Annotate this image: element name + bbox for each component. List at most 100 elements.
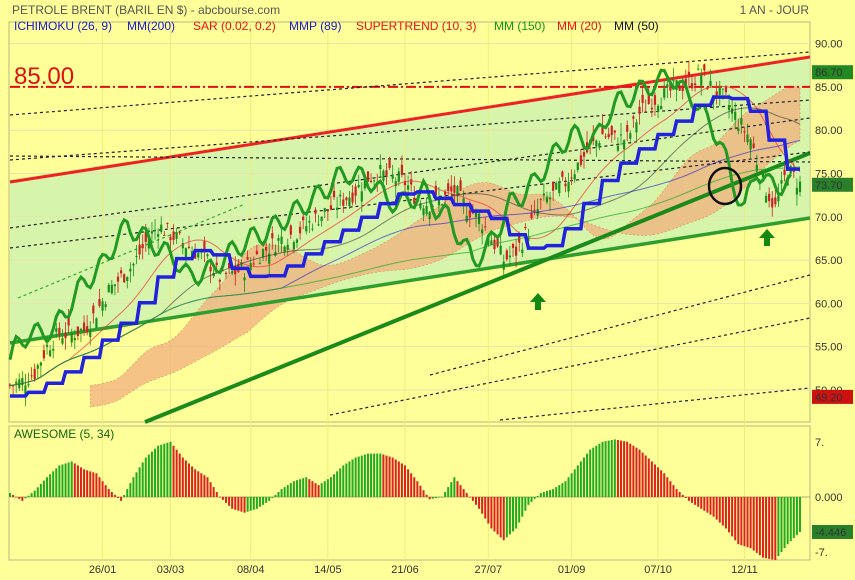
ao-bar [357,456,360,497]
candle-body [184,248,187,258]
ao-bar [459,485,462,497]
candle-body [206,254,209,257]
candle-body [672,79,675,82]
ao-bar [765,496,768,559]
candle-body [265,247,268,251]
candle-body [268,253,271,264]
ao-bar [533,496,536,499]
ao-bar [320,483,323,497]
ao-bar [110,492,113,497]
fibonacci-line [329,317,811,416]
fibonacci-line [9,155,811,163]
candle-body [73,338,76,341]
candle-body [194,253,197,259]
ao-bar [70,461,73,497]
candle-body [743,131,746,133]
candle-body [323,208,326,212]
ao-bar [373,453,376,497]
ao-bar [453,477,456,497]
ao-bar [657,467,660,497]
candle-body [209,266,212,272]
y-tick-label: 85.00 [815,82,843,94]
candle-body [740,118,743,125]
ao-bar [450,482,453,497]
ao-bar [570,473,573,497]
ao-bar [206,477,209,497]
ao-bar [792,496,795,539]
ao-bar [92,472,95,497]
candle-body [477,213,481,224]
indicator-lines [8,68,801,398]
candle-body [348,197,351,206]
candle-body [623,140,626,150]
ao-bar [76,465,79,497]
ao-bar [626,441,629,497]
ao-bar [249,496,252,511]
ao-bar [107,489,110,497]
candle-body [342,199,345,206]
ao-bar [305,477,308,497]
candle-body [576,162,579,171]
price-badge-label: 86.70 [815,67,843,79]
candle-body [302,216,305,221]
candle-body [533,209,536,211]
ao-bar [610,439,613,497]
ao-bar [768,496,771,559]
ao-bar [419,485,422,497]
candle-body [709,80,712,87]
ao-bar [542,492,545,497]
mm20-line [9,85,801,387]
ao-bar [598,443,601,497]
ao-bar [431,496,434,499]
candle-body [610,125,613,136]
ao-bar [505,496,508,538]
candle-body [595,140,598,147]
ao-bar [83,469,86,497]
ao-bar [289,483,292,497]
ao-bar [737,496,740,545]
candle-body [783,169,786,176]
candle-body [295,239,299,243]
ao-bar [52,471,55,497]
candle-body [524,226,527,229]
price-badge [812,524,853,539]
ao-bar [86,470,89,497]
candle-body [567,182,570,192]
support-line [9,216,811,345]
candle-body [160,224,163,232]
ao-bar [104,485,107,497]
candle-body [357,185,360,188]
candle-body [644,111,647,113]
candle-body [727,105,731,111]
ao-bar [345,463,348,497]
ao-bar [721,496,724,526]
ao-bar [363,454,366,497]
candle-body [326,210,329,212]
ao-bar [515,496,518,529]
candle-body [737,128,740,131]
candle-body [746,134,749,143]
candle-body [440,204,444,206]
candle-body [638,106,641,114]
ao-bar [308,479,311,497]
candle-body [462,198,465,203]
ao-bar [61,464,64,497]
legend-item: SAR (0.02, 0.2) [193,19,276,33]
ao-bar [512,496,515,532]
steep-support-line [144,151,811,424]
candle-body [92,305,95,314]
chikou-line [8,68,792,360]
ao-bar [191,466,194,497]
candle-body [444,191,447,195]
legend-item: MM (20) [557,19,602,33]
level-85-label: 85.00 [14,63,74,90]
ao-bar [246,496,249,512]
candle-body [771,198,774,208]
ao-bar [376,453,379,497]
ao-bar [101,481,104,497]
candle-body [656,105,660,112]
candle-body [768,193,771,202]
candle-body [450,186,453,192]
candle-body [311,228,314,230]
